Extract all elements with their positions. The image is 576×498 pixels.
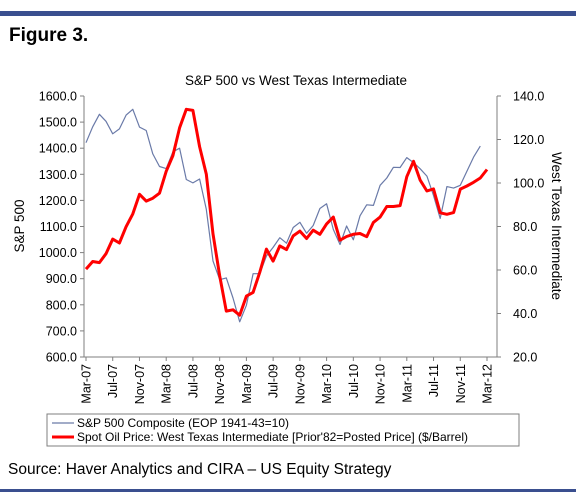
y-tick-label: 600.0 [46, 351, 77, 365]
y2-tick-label: 120.0 [513, 133, 544, 147]
y-axis-label: S&P 500 [12, 199, 27, 252]
series-line-sp500 [85, 108, 481, 323]
x-tick-label: Mar-11 [400, 364, 414, 403]
x-tick-label: Nov-10 [374, 364, 388, 404]
y2-tick-label: 140.0 [513, 90, 544, 104]
y2-tick-label: 40.0 [513, 307, 537, 321]
y-tick-label: 1500.0 [39, 116, 77, 130]
x-tick-label: Mar-08 [160, 364, 174, 404]
legend-label-sp500: S&P 500 Composite (EOP 1941-43=10) [77, 416, 289, 430]
x-tick-label: Mar-09 [240, 364, 254, 404]
x-tick-label: Jul-10 [347, 364, 361, 398]
y-ticks-right: 20.0 40.0 60.0 80.0 100.0 120.0 140.0 [497, 90, 544, 365]
series-layer [84, 107, 489, 323]
y-tick-label: 1300.0 [39, 168, 77, 182]
x-tick-label: Jul-08 [186, 364, 200, 398]
legend-box [46, 413, 520, 447]
x-tick-label: Mar-10 [320, 364, 334, 404]
source-note: Source: Haver Analytics and CIRA – US Eq… [8, 461, 392, 478]
figure-label: Figure 3. [9, 25, 89, 46]
legend-label-oil: Spot Oil Price: West Texas Intermediate … [77, 430, 468, 444]
y2-tick-label: 20.0 [513, 351, 537, 365]
x-tick-label: Nov-07 [133, 364, 147, 404]
y2-tick-label: 80.0 [513, 220, 537, 234]
y-tick-label: 1400.0 [39, 142, 77, 156]
y2-axis-label: West Texas Intermediate [549, 152, 564, 300]
x-tick-label: Jul-11 [427, 364, 441, 397]
y-tick-label: 1100.0 [40, 220, 77, 234]
series-line-oil [84, 107, 489, 317]
y-tick-label: 1000.0 [39, 246, 77, 260]
y-tick-label: 1200.0 [39, 194, 77, 208]
y2-tick-label: 100.0 [513, 177, 544, 191]
x-tick-label: Mar-07 [80, 364, 94, 404]
y-tick-label: 900.0 [46, 272, 77, 286]
x-tick-label: Nov-11 [454, 364, 468, 403]
y-tick-label: 700.0 [46, 324, 77, 338]
plot-area [83, 96, 498, 358]
legend: S&P 500 Composite (EOP 1941-43=10) Spot … [46, 413, 520, 447]
y-ticks-left: 600.0 700.0 800.0 900.0 1000.0 1100.0 1200.0 13… [39, 90, 84, 365]
y-tick-label: 1600.0 [39, 90, 77, 104]
x-tick-label: Nov-08 [213, 364, 227, 404]
bottom-rule [0, 489, 576, 492]
x-ticks: Mar-07 Jul-07 Nov-07 Mar-08 Jul-08 Nov-08 Mar-… [80, 357, 495, 404]
y-tick-label: 800.0 [46, 298, 77, 312]
x-tick-label: Mar-12 [481, 364, 495, 404]
chart-title: S&P 500 vs West Texas Intermediate [185, 73, 407, 88]
top-rule [0, 11, 576, 16]
x-tick-label: Nov-09 [293, 364, 307, 404]
y2-tick-label: 60.0 [513, 264, 537, 278]
x-tick-label: Jul-09 [267, 364, 281, 398]
x-tick-label: Jul-07 [106, 364, 120, 398]
